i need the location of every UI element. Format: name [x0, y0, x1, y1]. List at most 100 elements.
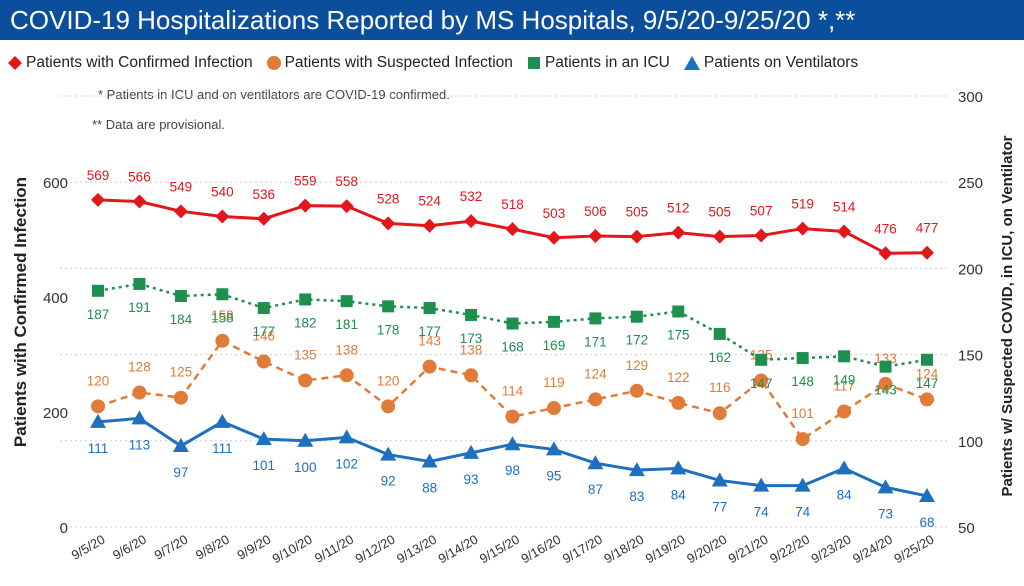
y-tick-label: 400 [43, 290, 68, 307]
data-point [588, 229, 603, 244]
legend-label-ventilators: Patients on Ventilators [703, 54, 859, 71]
data-label: 74 [754, 505, 770, 520]
data-point [630, 310, 643, 323]
data-point [754, 228, 769, 243]
data-point [381, 216, 396, 231]
data-label: 158 [211, 308, 234, 323]
legend-label-icu: Patients in an ICU [544, 54, 670, 71]
data-point [711, 472, 728, 487]
data-label: 505 [626, 205, 649, 220]
data-label: 162 [708, 350, 731, 365]
data-label: 175 [667, 328, 690, 343]
square-marker-icon [527, 57, 540, 69]
data-point [672, 305, 685, 318]
data-point [214, 413, 231, 428]
data-label: 138 [460, 342, 483, 357]
x-tick-label: 9/9/20 [234, 532, 273, 563]
data-label: 476 [874, 221, 897, 236]
x-tick-label: 9/14/20 [435, 532, 480, 567]
data-label: 111 [212, 441, 233, 456]
data-label: 169 [543, 338, 566, 353]
data-point [587, 455, 604, 470]
data-point [463, 444, 480, 459]
x-tick-label: 9/13/20 [394, 532, 439, 567]
data-label: 100 [294, 460, 317, 475]
data-label: 178 [377, 322, 400, 337]
x-tick-label: 9/25/20 [891, 532, 936, 567]
data-label: 477 [916, 221, 939, 236]
data-point [256, 354, 271, 369]
data-label: 506 [584, 204, 607, 219]
data-label: 73 [878, 506, 893, 521]
data-label: 84 [837, 487, 853, 502]
x-tick-label: 9/12/20 [353, 532, 398, 567]
note-provisional: ** Data are provisional. [92, 117, 225, 132]
y2-tick-label: 300 [958, 89, 983, 106]
y2-tick-label: 100 [958, 434, 983, 451]
data-label: 184 [170, 312, 193, 327]
data-label: 120 [87, 373, 110, 388]
data-point [505, 222, 520, 237]
data-label: 92 [381, 474, 396, 489]
data-point [382, 300, 395, 313]
data-label: 168 [501, 340, 524, 355]
data-label: 505 [708, 205, 731, 220]
data-label: 147 [750, 376, 773, 391]
data-point [796, 352, 809, 365]
data-label: 83 [629, 489, 644, 504]
data-point [92, 284, 104, 297]
data-label: 191 [128, 300, 151, 315]
x-tick-label: 9/22/20 [767, 532, 812, 567]
data-point [257, 302, 270, 315]
data-label: 125 [170, 365, 193, 380]
data-point [132, 194, 147, 209]
data-point [795, 221, 810, 236]
data-point [837, 404, 852, 419]
legend-item-suspected[interactable]: Patients with Suspected Infection [266, 54, 513, 72]
data-label: 172 [626, 333, 649, 348]
data-point [712, 406, 727, 421]
data-label: 68 [919, 515, 934, 530]
legend-item-ventilators[interactable]: Patients on Ventilators [683, 54, 859, 72]
data-label: 116 [709, 380, 731, 395]
y-tick-label: 600 [43, 175, 68, 192]
data-label: 147 [916, 376, 939, 391]
data-label: 87 [588, 482, 603, 497]
data-point [340, 295, 353, 308]
data-point [133, 277, 146, 290]
data-point [921, 353, 933, 366]
x-tick-label: 9/6/20 [110, 532, 149, 563]
y2-tick-label: 50 [958, 520, 975, 537]
data-label: 74 [795, 505, 811, 520]
x-tick-label: 9/15/20 [477, 532, 522, 567]
data-point [754, 373, 769, 388]
x-tick-label: 9/11/20 [312, 532, 356, 566]
data-label: 146 [253, 328, 276, 343]
legend-item-icu[interactable]: Patients in an ICU [527, 54, 670, 72]
data-label: 77 [712, 499, 727, 514]
data-point [670, 460, 687, 475]
data-label: 101 [253, 458, 276, 473]
data-point [339, 199, 354, 214]
data-point [338, 429, 355, 444]
data-point [588, 392, 603, 407]
data-point [173, 390, 188, 405]
data-point [753, 477, 770, 492]
data-point [546, 230, 561, 245]
data-point [298, 373, 313, 388]
data-label: 528 [377, 191, 400, 206]
data-point [339, 368, 354, 383]
data-label: 98 [505, 463, 520, 478]
data-label: 540 [211, 185, 234, 200]
data-label: 120 [377, 373, 400, 388]
data-point [216, 288, 229, 301]
data-label: 524 [418, 194, 441, 209]
x-tick-label: 9/21/20 [726, 532, 771, 567]
legend-item-confirmed[interactable]: Patients with Confirmed Infection [8, 54, 253, 72]
x-tick-label: 9/16/20 [518, 532, 563, 567]
data-label: 97 [173, 465, 188, 480]
data-point [795, 432, 810, 447]
data-point [920, 392, 934, 407]
data-point [919, 487, 935, 502]
data-label: 148 [791, 374, 814, 389]
